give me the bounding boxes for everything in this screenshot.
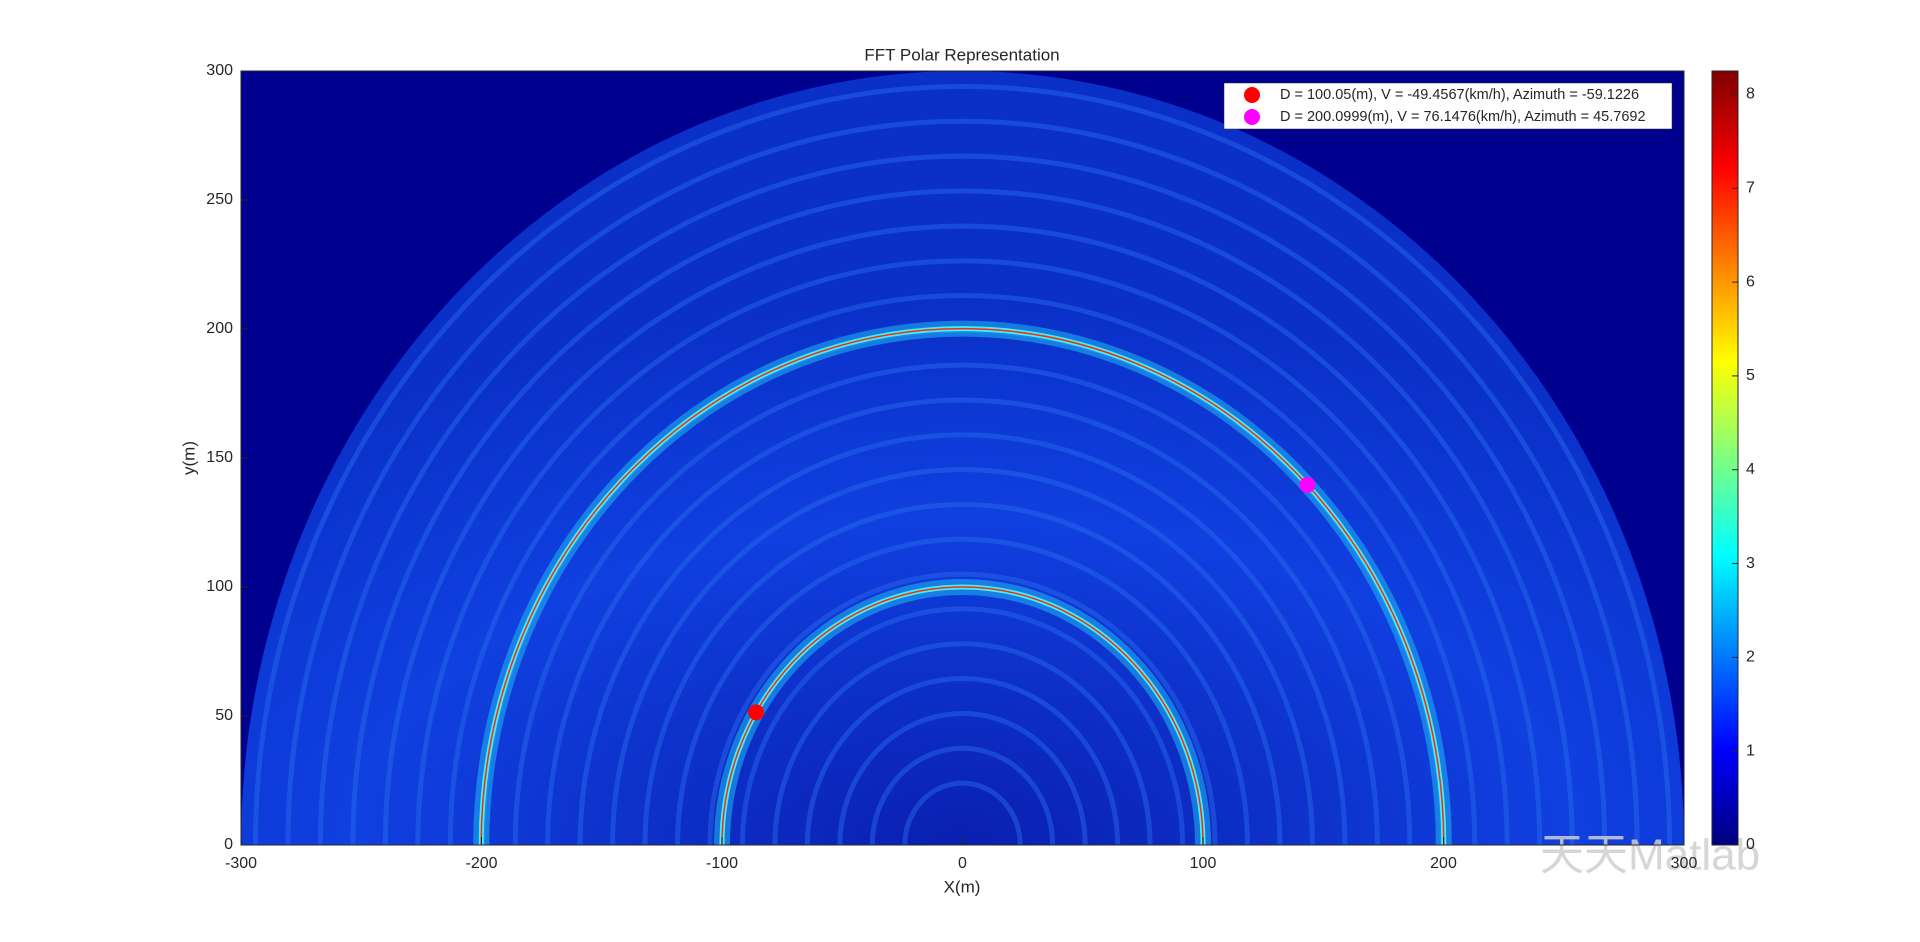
colorbar-tick-label: 0 bbox=[1746, 836, 1755, 853]
y-tick-label: 250 bbox=[206, 191, 233, 208]
watermark: 天天Matlab bbox=[1540, 831, 1760, 880]
heatmap-ripple bbox=[512, 362, 1413, 846]
heatmap-ripple bbox=[545, 398, 1380, 846]
heatmap-field bbox=[241, 71, 1684, 846]
data-point bbox=[748, 704, 765, 721]
x-tick-label: -100 bbox=[706, 855, 738, 872]
chart-title: FFT Polar Representation bbox=[864, 45, 1059, 64]
heatmap-ripple bbox=[804, 676, 1121, 846]
heatmap-ripple bbox=[772, 641, 1153, 846]
heatmap-ripple bbox=[642, 501, 1283, 846]
heatmap-ripple bbox=[285, 119, 1640, 846]
heatmap-ripple bbox=[382, 223, 1543, 846]
colorbar-tick-label: 1 bbox=[1746, 742, 1755, 759]
colorbar-tick-label: 2 bbox=[1746, 649, 1755, 666]
y-tick-label: 300 bbox=[206, 62, 233, 79]
y-tick-label: 200 bbox=[206, 320, 233, 337]
heatmap-ripple bbox=[317, 153, 1608, 846]
plot-area bbox=[241, 71, 1684, 846]
legend-label: D = 100.05(m), V = -49.4567(km/h), Azimu… bbox=[1280, 87, 1639, 103]
colorbar-tick-label: 5 bbox=[1746, 367, 1755, 384]
heatmap-ripple bbox=[675, 537, 1250, 846]
data-point bbox=[1299, 476, 1316, 493]
heatmap-ripple bbox=[447, 293, 1478, 846]
y-tick-label: 150 bbox=[206, 449, 233, 466]
legend-box bbox=[1223, 82, 1673, 130]
legend-marker bbox=[1244, 87, 1260, 103]
x-tick-label: 300 bbox=[1671, 855, 1698, 872]
y-tick-label: 50 bbox=[215, 707, 233, 724]
heatmap-ripple bbox=[350, 188, 1575, 846]
heatmap-ripple bbox=[707, 571, 1218, 846]
heatmap-ripple bbox=[610, 467, 1315, 846]
colorbar-tick-label: 6 bbox=[1746, 273, 1755, 290]
heatmap-ripple bbox=[837, 710, 1088, 846]
colorbar-tick-label: 8 bbox=[1746, 86, 1755, 103]
heatmap-ring-core bbox=[480, 328, 1445, 846]
colorbar-tick-label: 4 bbox=[1746, 461, 1755, 478]
x-tick-label: -300 bbox=[225, 855, 257, 872]
x-tick-label: 0 bbox=[958, 855, 967, 872]
colorbar bbox=[1711, 70, 1739, 846]
colorbar-tick-label: 3 bbox=[1746, 555, 1755, 572]
y-tick-label: 0 bbox=[224, 836, 233, 853]
heatmap-ripple bbox=[869, 745, 1056, 846]
heatmap-ripple bbox=[252, 83, 1673, 846]
y-tick-label: 100 bbox=[206, 578, 233, 595]
heatmap-ripple bbox=[577, 432, 1348, 846]
legend-marker bbox=[1244, 109, 1260, 125]
y-axis-label: y(m) bbox=[179, 441, 198, 475]
x-axis-label: X(m) bbox=[944, 877, 981, 896]
x-tick-label: -200 bbox=[465, 855, 497, 872]
heatmap-ripple bbox=[415, 258, 1510, 846]
heatmap-ripple bbox=[739, 606, 1186, 846]
legend-label: D = 200.0999(m), V = 76.1476(km/h), Azim… bbox=[1280, 109, 1646, 125]
colorbar-tick-label: 7 bbox=[1746, 179, 1755, 196]
x-tick-label: 100 bbox=[1190, 855, 1217, 872]
heatmap-ripple bbox=[902, 780, 1023, 846]
x-tick-label: 200 bbox=[1430, 855, 1457, 872]
